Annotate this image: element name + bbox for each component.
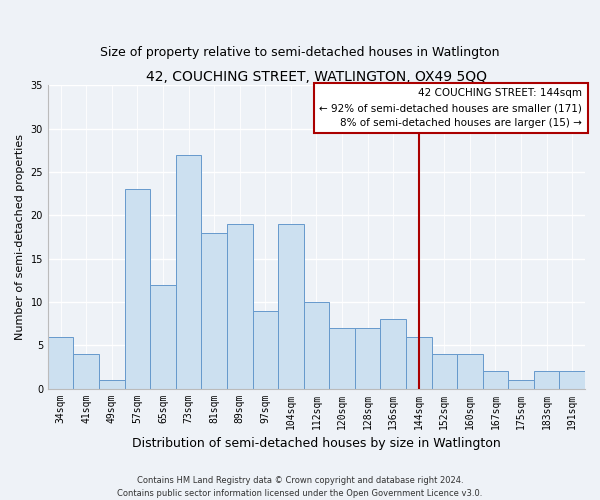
Bar <box>457 354 482 388</box>
Bar <box>355 328 380 388</box>
Bar <box>278 224 304 388</box>
Bar <box>99 380 125 388</box>
Bar <box>431 354 457 388</box>
Bar <box>253 310 278 388</box>
Text: 42 COUCHING STREET: 144sqm
← 92% of semi-detached houses are smaller (171)
8% of: 42 COUCHING STREET: 144sqm ← 92% of semi… <box>319 88 583 128</box>
Bar <box>150 284 176 389</box>
Bar <box>73 354 99 388</box>
Bar <box>406 336 431 388</box>
Y-axis label: Number of semi-detached properties: Number of semi-detached properties <box>15 134 25 340</box>
Bar <box>304 302 329 388</box>
Bar <box>202 232 227 388</box>
Bar <box>329 328 355 388</box>
Bar <box>482 371 508 388</box>
X-axis label: Distribution of semi-detached houses by size in Watlington: Distribution of semi-detached houses by … <box>132 437 501 450</box>
Bar <box>534 371 559 388</box>
Bar <box>559 371 585 388</box>
Text: Contains HM Land Registry data © Crown copyright and database right 2024.
Contai: Contains HM Land Registry data © Crown c… <box>118 476 482 498</box>
Text: Size of property relative to semi-detached houses in Watlington: Size of property relative to semi-detach… <box>100 46 500 59</box>
Bar <box>380 319 406 388</box>
Bar <box>48 336 73 388</box>
Bar <box>508 380 534 388</box>
Bar <box>227 224 253 388</box>
Title: 42, COUCHING STREET, WATLINGTON, OX49 5QQ: 42, COUCHING STREET, WATLINGTON, OX49 5Q… <box>146 70 487 84</box>
Bar <box>176 154 202 388</box>
Bar <box>125 189 150 388</box>
